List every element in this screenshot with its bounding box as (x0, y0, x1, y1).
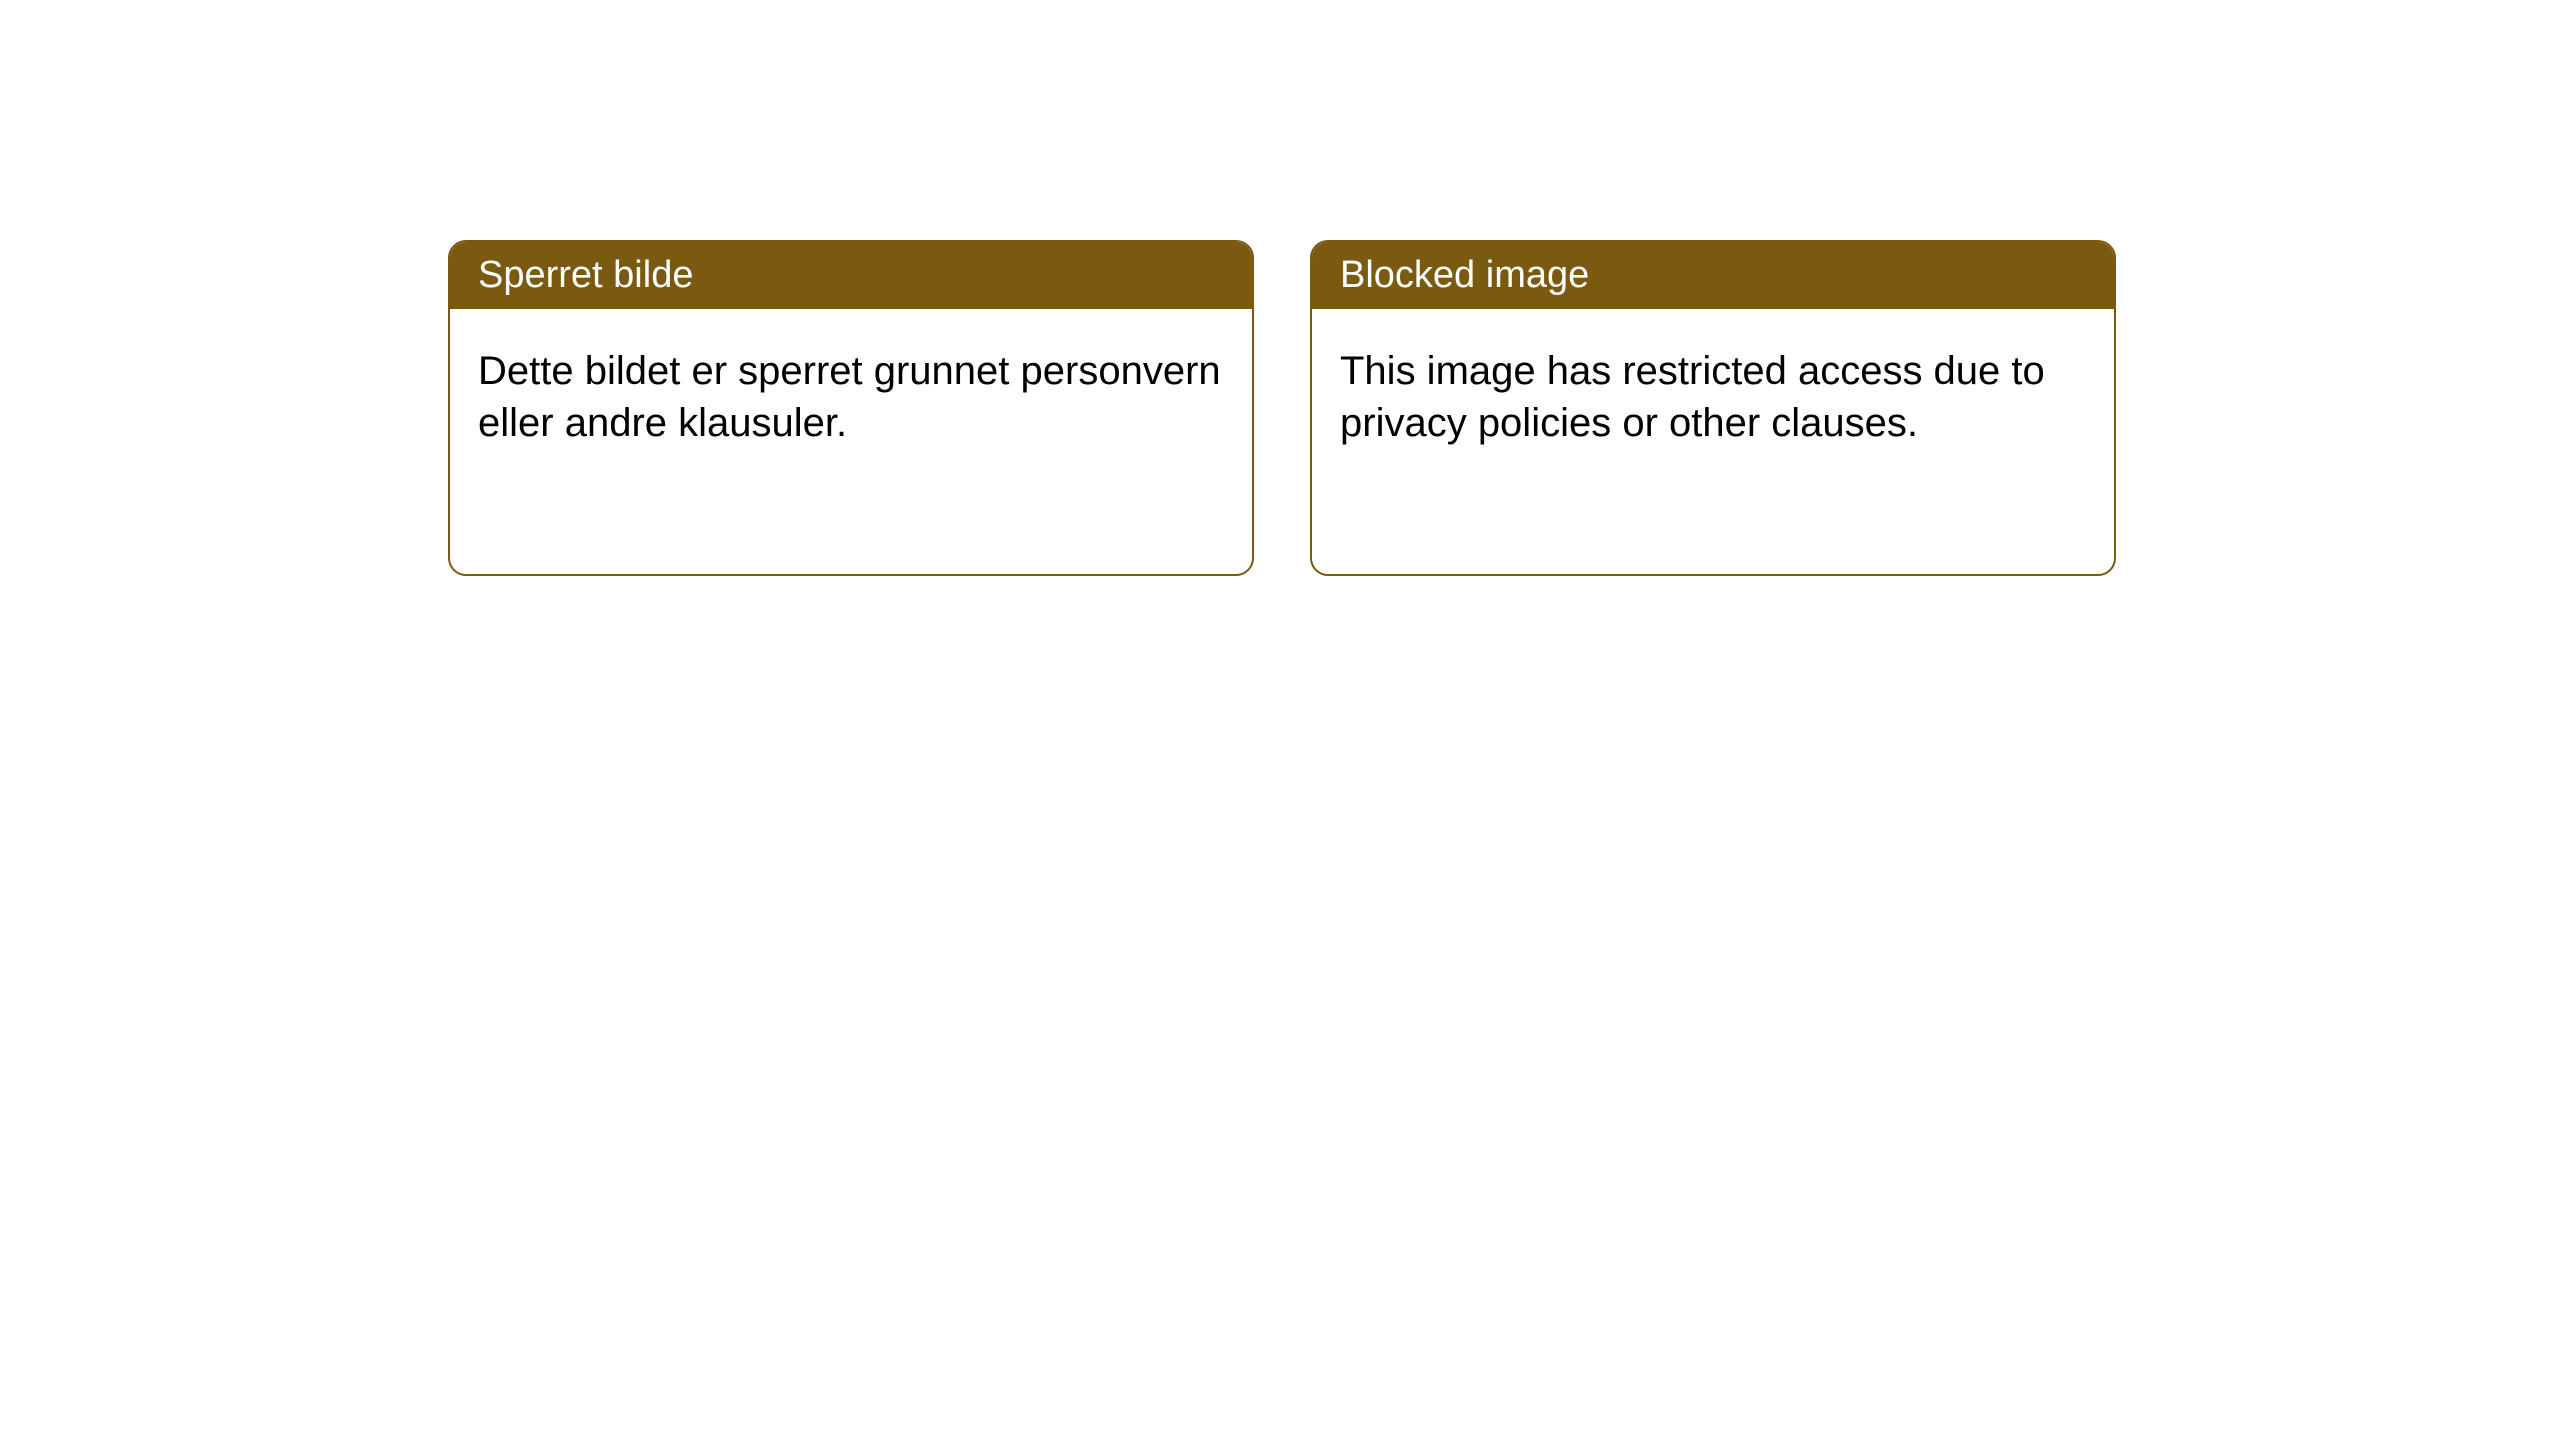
notice-card-text: This image has restricted access due to … (1340, 349, 2045, 445)
notice-card-body: Dette bildet er sperret grunnet personve… (450, 309, 1252, 485)
notice-card-title: Sperret bilde (478, 254, 693, 296)
notice-card-header: Sperret bilde (450, 242, 1252, 309)
notice-card-english: Blocked image This image has restricted … (1310, 240, 2116, 576)
notice-card-norwegian: Sperret bilde Dette bildet er sperret gr… (448, 240, 1254, 576)
notice-card-title: Blocked image (1340, 254, 1589, 296)
notice-card-text: Dette bildet er sperret grunnet personve… (478, 349, 1221, 445)
notice-card-body: This image has restricted access due to … (1312, 309, 2114, 485)
notice-card-header: Blocked image (1312, 242, 2114, 309)
notice-container: Sperret bilde Dette bildet er sperret gr… (0, 0, 2560, 576)
